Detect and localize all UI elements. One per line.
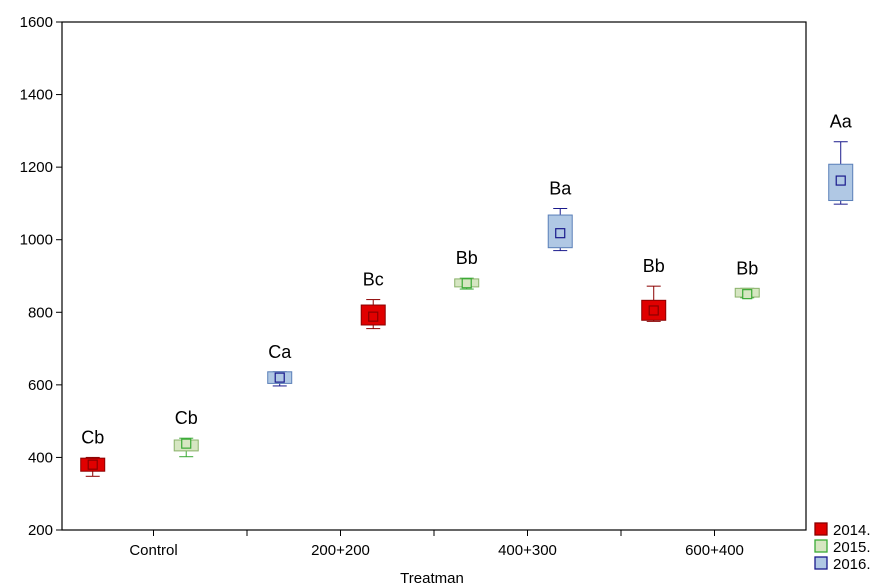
legend: 2014.2015.2016. xyxy=(814,522,871,573)
mean-marker xyxy=(368,311,379,322)
significance-label: Cb xyxy=(81,427,104,447)
legend-swatch xyxy=(814,522,828,536)
x-tick-label: 400+300 xyxy=(498,542,557,559)
box-2014-400+300: Bb xyxy=(641,256,667,322)
legend-label: 2016. xyxy=(833,556,871,573)
y-tick-label: 1400 xyxy=(20,87,53,104)
significance-label: Ca xyxy=(268,342,292,362)
box-2016-400+300: Aa xyxy=(828,112,854,205)
legend-label: 2014. xyxy=(833,522,871,539)
legend-item-2014: 2014. xyxy=(814,522,871,539)
x-tick-label: Control xyxy=(129,542,177,559)
mean-marker xyxy=(181,438,192,449)
x-tick-label: 200+200 xyxy=(311,542,370,559)
box-2016-200+200: Ba xyxy=(547,179,573,252)
significance-label: Bb xyxy=(643,256,665,276)
x-tick-label: 600+400 xyxy=(685,542,744,559)
significance-label: Aa xyxy=(830,112,853,132)
plot-area: 200 400 600 800 1000 1200 1400 1600 Control 200+2… xyxy=(20,14,854,585)
y-tick-label: 1200 xyxy=(20,159,53,176)
y-tick-label: 800 xyxy=(28,304,53,321)
y-tick-label: 1600 xyxy=(20,14,53,31)
y-tick-label: 200 xyxy=(28,522,53,539)
legend-label: 2015. xyxy=(833,539,871,556)
y-tick-label: 1000 xyxy=(20,232,53,249)
mean-marker xyxy=(461,278,472,289)
legend-swatch xyxy=(814,556,828,570)
significance-label: Bc xyxy=(363,270,384,290)
mean-marker xyxy=(648,305,659,316)
mean-marker xyxy=(555,228,566,239)
mean-marker xyxy=(742,289,753,300)
significance-label: Cb xyxy=(175,408,198,428)
significance-label: Bb xyxy=(456,248,478,268)
box-2014-200+200: Bc xyxy=(360,270,386,330)
mean-marker xyxy=(835,175,846,186)
box xyxy=(828,163,854,202)
significance-label: Bb xyxy=(736,258,758,278)
mean-marker xyxy=(274,372,285,383)
x-axis-title: Treatman xyxy=(400,570,464,585)
y-tick-label: 400 xyxy=(28,449,53,466)
legend-swatch xyxy=(814,539,828,553)
box-2016-Control: Ca xyxy=(267,342,293,387)
box-2015-200+200: Bb xyxy=(454,248,480,290)
mean-marker xyxy=(87,459,98,470)
significance-label: Ba xyxy=(549,179,572,199)
y-tick-label: 600 xyxy=(28,377,53,394)
legend-item-2015: 2015. xyxy=(814,539,871,556)
box-2015-400+300: Bb xyxy=(734,258,760,300)
box-2015-Control: Cb xyxy=(173,408,199,458)
plot-frame xyxy=(61,21,807,531)
box-2014-Control: Cb xyxy=(80,427,106,477)
legend-item-2016: 2016. xyxy=(814,556,871,573)
